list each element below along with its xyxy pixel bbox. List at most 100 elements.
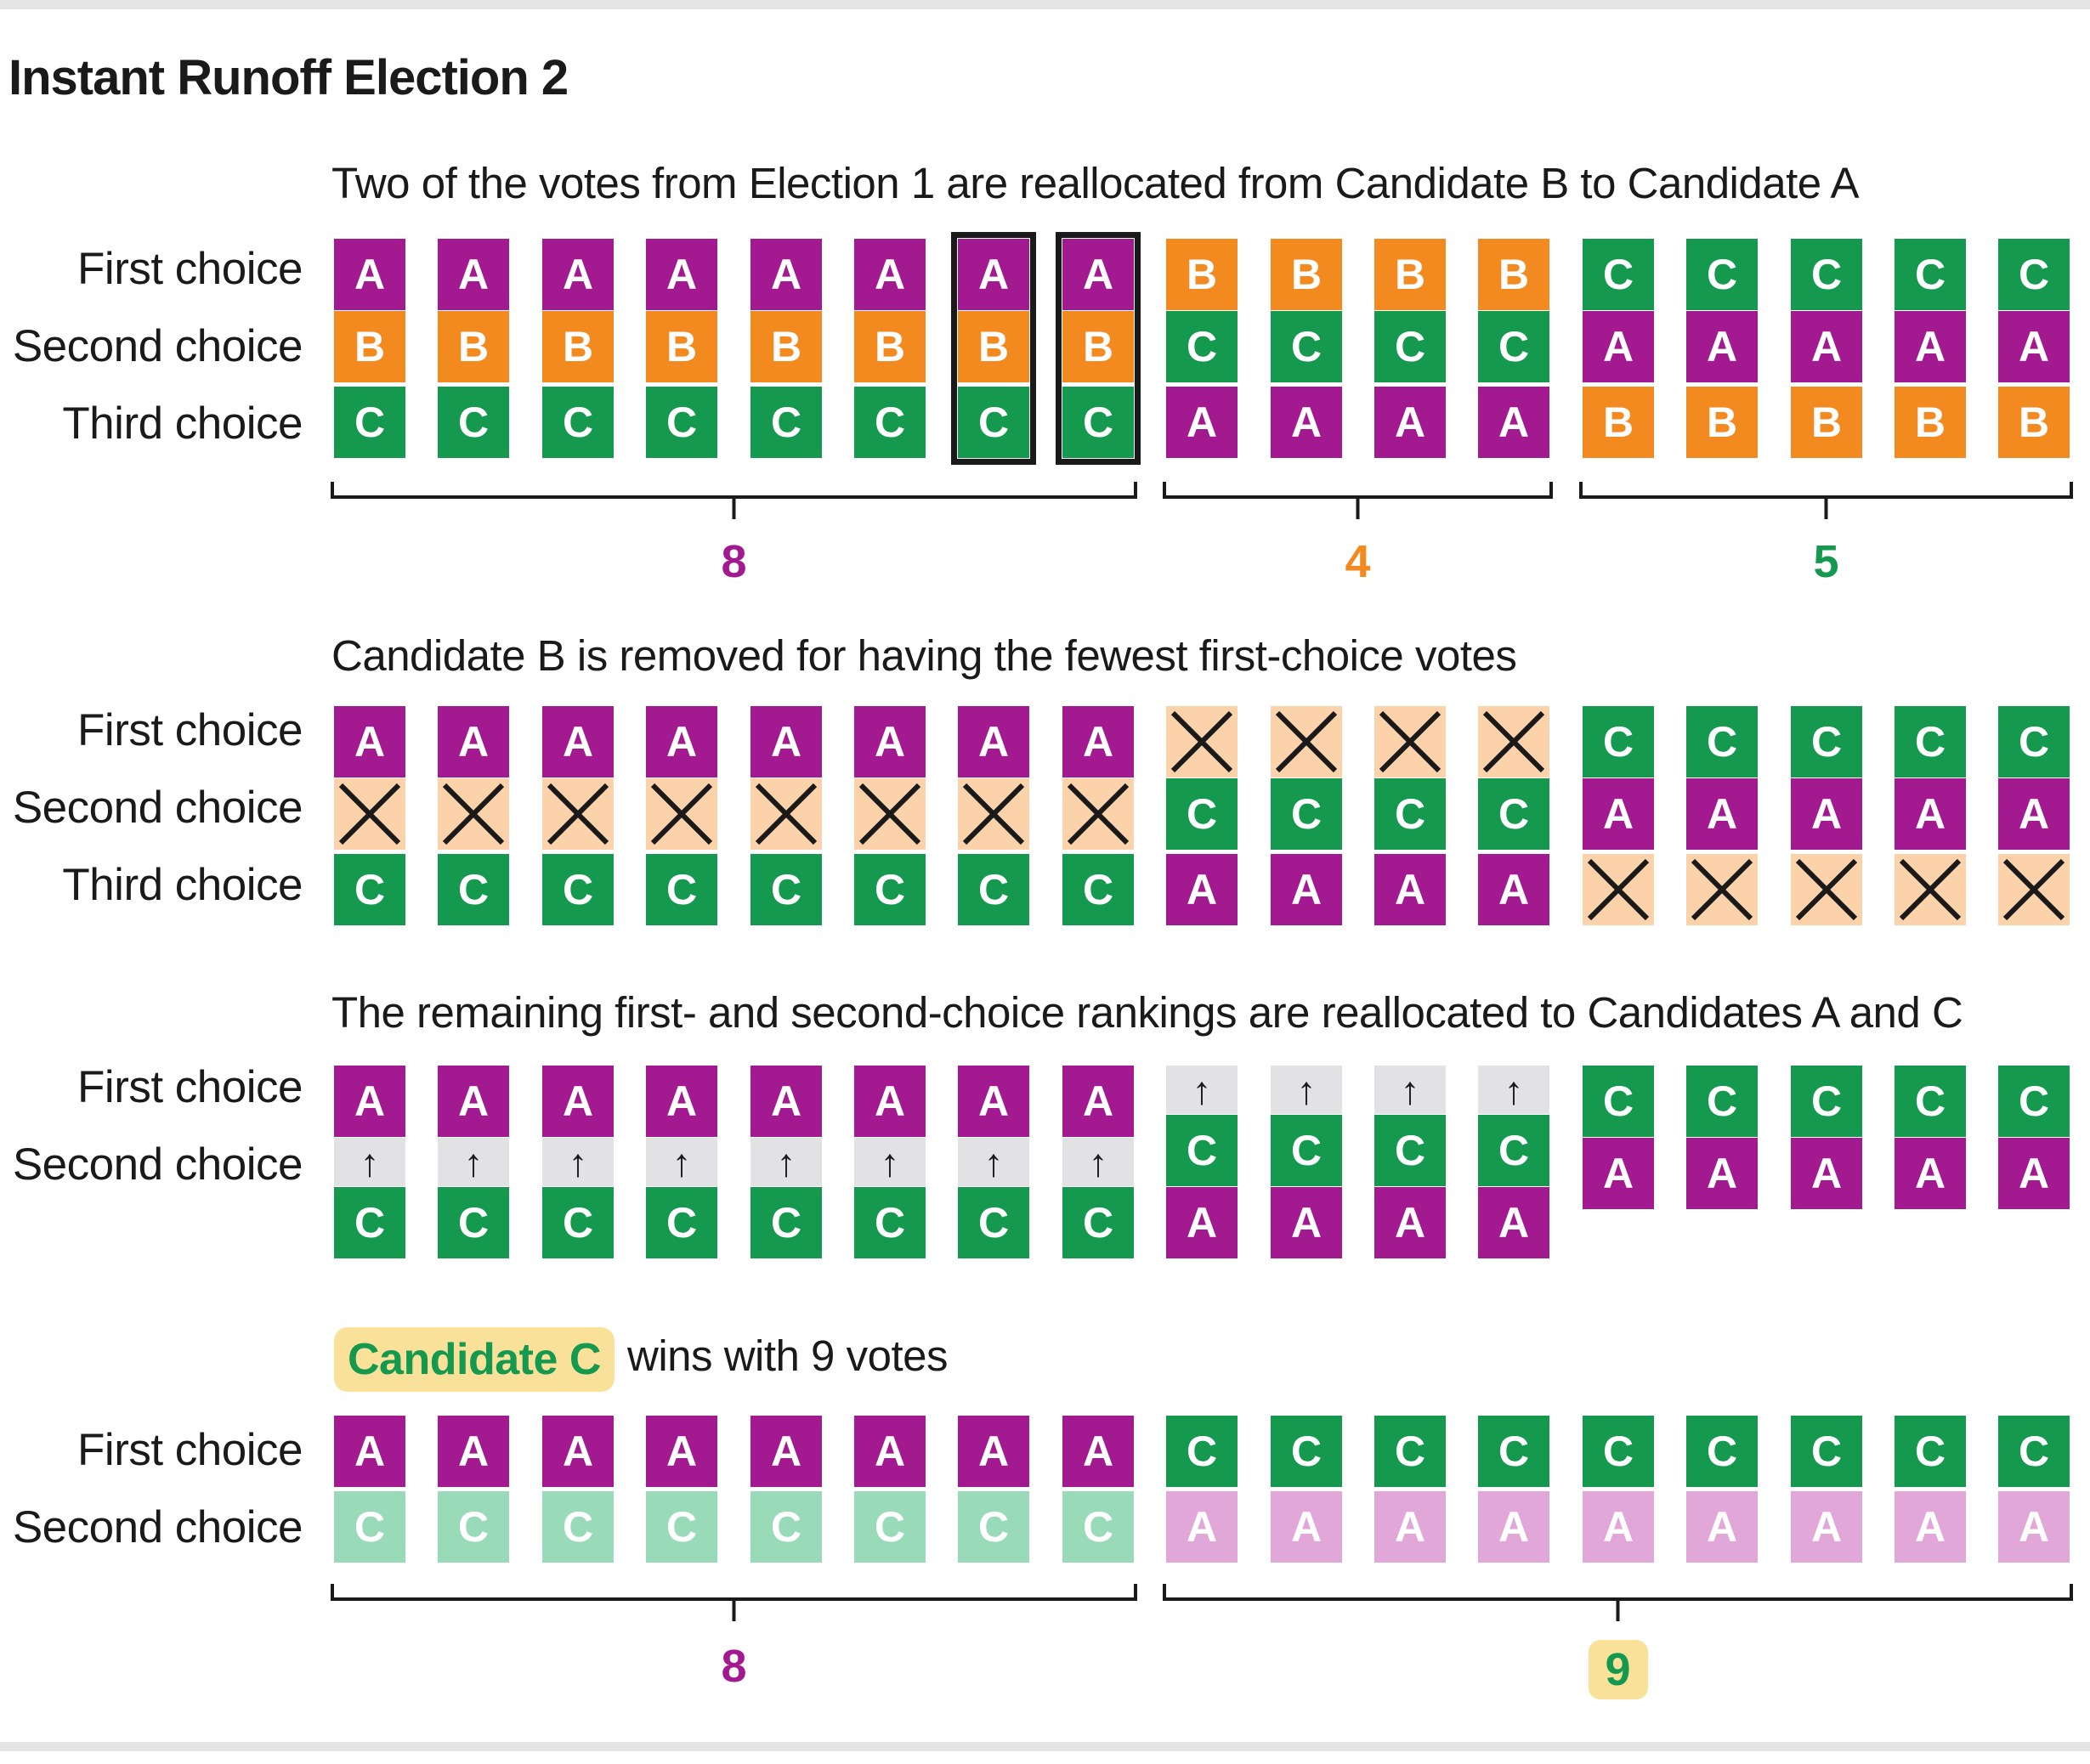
ballot-cell-A: A: [1583, 778, 1654, 850]
ballot-cell-C: C: [1583, 239, 1654, 310]
ballot-cell-A: A: [1791, 1491, 1862, 1563]
ballot-cell-A: A: [1271, 1187, 1342, 1258]
ballot-cell-A: A: [1686, 1491, 1758, 1563]
group-bracket: [331, 1584, 1137, 1621]
ballot-cell-A: A: [1271, 854, 1342, 925]
ballot-cell-A: A: [750, 239, 822, 310]
ballot-cell-A: A: [1686, 1138, 1758, 1209]
ballot-cell-A: A: [334, 1066, 405, 1137]
ballot-cell-C: C: [1166, 1416, 1238, 1487]
struck-candidate-B-cell: [1166, 706, 1238, 777]
ballot-cell-C: C: [1374, 311, 1446, 382]
ballot-cell-A: A: [1478, 1491, 1549, 1563]
ballot-cell-A: A: [1998, 778, 2070, 850]
group-total-A: 8: [721, 536, 747, 587]
s1-row-label-first: First choice: [77, 244, 303, 294]
ballot-cell-A: A: [1686, 778, 1758, 850]
group-total-C: 9: [1588, 1640, 1648, 1699]
ballot-cell-C: C: [1998, 1416, 2070, 1487]
ballot-cell-A: A: [1478, 387, 1549, 458]
ballot-cell-B: B: [1478, 239, 1549, 310]
ballot-cell-A: A: [1166, 854, 1238, 925]
ballot-cell-B: B: [1895, 387, 1966, 458]
ballot-cell-C: C: [750, 387, 822, 458]
ballot-cell-C: C: [1686, 1416, 1758, 1487]
ballot-cell-C: C: [1895, 1066, 1966, 1137]
ballot-cell-C: C: [1998, 239, 2070, 310]
ballot-cell-A: A: [1583, 1138, 1654, 1209]
ballot-cell-C: C: [750, 1491, 822, 1563]
ballot-cell-B: B: [1374, 239, 1446, 310]
ballot-cell-A: A: [542, 1416, 614, 1487]
ballot-cell-B: B: [1686, 387, 1758, 458]
ballot-cell-A: A: [334, 706, 405, 777]
ballot-cell-C: C: [1374, 778, 1446, 850]
ballot-cell-B: B: [542, 311, 614, 382]
ballot-cell-A: A: [1791, 778, 1862, 850]
ballot-cell-C: C: [542, 854, 614, 925]
s4-row-label-second: Second choice: [12, 1502, 303, 1552]
group-bracket: [1579, 482, 2073, 519]
ballot-cell-C: C: [334, 1187, 405, 1258]
ballot-cell-A: A: [1374, 854, 1446, 925]
up-arrow-icon: ↑: [334, 1138, 405, 1186]
ballot-cell-A: A: [958, 1066, 1029, 1137]
ballot-cell-C: C: [542, 387, 614, 458]
group-bracket: [1163, 1584, 2073, 1621]
up-arrow-icon: ↑: [750, 1138, 822, 1186]
ballot-cell-C: C: [1166, 1115, 1238, 1186]
ballot-cell-A: A: [958, 706, 1029, 777]
ballot-cell-A: A: [438, 706, 509, 777]
ballot-cell-C: C: [438, 1491, 509, 1563]
ballot-cell-B: B: [646, 311, 717, 382]
group-total-C: 5: [1813, 536, 1839, 587]
ballot-cell-A: A: [958, 239, 1029, 310]
ballot-cell-B: B: [854, 311, 926, 382]
ballot-cell-C: C: [1686, 1066, 1758, 1137]
ballot-cell-C: C: [334, 854, 405, 925]
ballot-cell-C: C: [1998, 706, 2070, 777]
ballot-cell-A: A: [1271, 1491, 1342, 1563]
ballot-cell-A: A: [1583, 311, 1654, 382]
ballot-cell-A: A: [1478, 1187, 1549, 1258]
up-arrow-icon: ↑: [1374, 1066, 1446, 1114]
ballot-cell-B: B: [1166, 239, 1238, 310]
ballot-cell-A: A: [1062, 239, 1134, 310]
struck-candidate-B-cell: [438, 778, 509, 850]
ballot-cell-A: A: [1271, 387, 1342, 458]
group-bracket: [331, 482, 1137, 519]
struck-candidate-B-cell: [1583, 854, 1654, 925]
ballot-cell-A: A: [1998, 1138, 2070, 1209]
ballot-cell-A: A: [1895, 311, 1966, 382]
ballot-cell-A: A: [1374, 1187, 1446, 1258]
ballot-cell-A: A: [1478, 854, 1549, 925]
struck-candidate-B-cell: [1686, 854, 1758, 925]
ballot-cell-A: A: [750, 1416, 822, 1487]
ballot-cell-A: A: [438, 1066, 509, 1137]
ballot-cell-C: C: [334, 387, 405, 458]
ballot-cell-C: C: [1374, 1416, 1446, 1487]
reallocated-ballot-outline: [1056, 232, 1141, 465]
ballot-cell-C: C: [1895, 1416, 1966, 1487]
ballot-cell-A: A: [542, 1066, 614, 1137]
ballot-cell-A: A: [646, 706, 717, 777]
up-arrow-icon: ↑: [1478, 1066, 1549, 1114]
ballot-cell-C: C: [1583, 1416, 1654, 1487]
ballot-cell-C: C: [542, 1187, 614, 1258]
ballot-cell-A: A: [1062, 706, 1134, 777]
ballot-cell-B: B: [1791, 387, 1862, 458]
ballot-cell-C: C: [438, 854, 509, 925]
ballot-cell-A: A: [542, 239, 614, 310]
ballot-cell-C: C: [1791, 1416, 1862, 1487]
ballot-cell-C: C: [1791, 706, 1862, 777]
ballot-cell-A: A: [1895, 1138, 1966, 1209]
ballot-cell-C: C: [1583, 1066, 1654, 1137]
ballot-cell-A: A: [1166, 1187, 1238, 1258]
group-bracket: [1163, 482, 1553, 519]
ballot-cell-C: C: [1478, 1416, 1549, 1487]
ballot-cell-C: C: [438, 1187, 509, 1258]
ballot-cell-A: A: [1791, 311, 1862, 382]
winner-text: wins with 9 votes: [627, 1331, 949, 1380]
ballot-cell-A: A: [334, 1416, 405, 1487]
ballot-cell-C: C: [1166, 311, 1238, 382]
